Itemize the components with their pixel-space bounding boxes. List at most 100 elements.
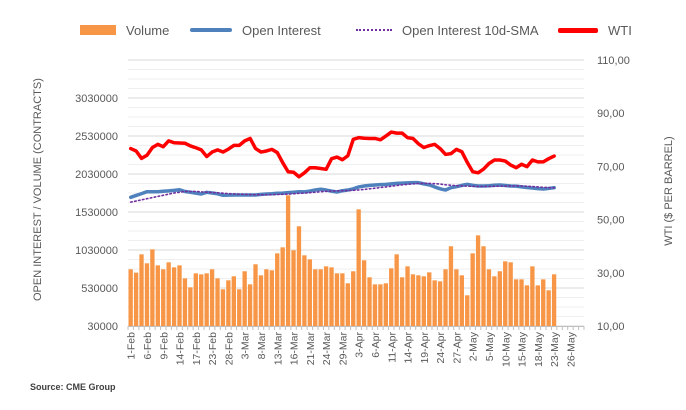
volume-bar <box>253 264 258 326</box>
x-tick-label: 3-Mar <box>240 331 252 359</box>
volume-bar <box>269 270 274 326</box>
volume-bar <box>448 246 454 326</box>
x-tick-label: 1-Feb <box>126 332 138 360</box>
volume-bar <box>139 254 144 326</box>
volume-bar <box>280 247 285 326</box>
volume-bar <box>242 271 247 326</box>
volume-bar <box>291 250 296 326</box>
volume-bar <box>275 253 280 326</box>
source-note: Source: CME Group <box>30 382 116 392</box>
volume-bar <box>307 259 312 326</box>
right-tick-label: 30,00 <box>597 268 625 280</box>
volume-bar <box>177 265 182 326</box>
left-tick-label: 2530000 <box>75 131 118 143</box>
x-tick-label: 27-Apr <box>451 331 463 363</box>
x-tick-label: 19-Apr <box>419 331 431 363</box>
volume-bar <box>215 278 220 326</box>
wti-line <box>128 130 556 179</box>
wti-swatch <box>558 27 598 33</box>
x-tick-label: 2-May <box>468 331 480 361</box>
volume-bar <box>503 261 508 326</box>
legend-open-interest: Open Interest <box>190 20 321 40</box>
x-tick-label: 18-May <box>533 331 545 367</box>
volume-bar <box>383 283 388 326</box>
legend-sma-label: Open Interest 10d-SMA <box>402 22 539 38</box>
volume-bar <box>323 266 329 326</box>
x-tick-label: 9-Feb <box>158 332 170 360</box>
volume-bar <box>188 287 193 326</box>
volume-bar <box>394 254 399 326</box>
legend-sma: Open Interest 10d-SMA <box>356 20 539 40</box>
volume-bar <box>535 285 540 326</box>
right-tick-label: 110,00 <box>597 55 630 67</box>
volume-bar <box>171 267 177 326</box>
volume-bar <box>318 269 323 326</box>
x-tick-label: 13-Mar <box>272 332 284 366</box>
volume-bar <box>372 284 378 326</box>
x-tick-label: 24-Mar <box>321 332 333 366</box>
volume-bar <box>459 275 464 326</box>
x-tick-label: 16-Mar <box>289 332 301 366</box>
volume-bar <box>454 269 459 326</box>
volume-bar <box>421 276 426 326</box>
volume-bar <box>513 279 519 326</box>
x-tick-label: 8-Mar <box>256 331 268 359</box>
volume-bar <box>345 283 350 326</box>
volume-bar <box>356 209 361 326</box>
volume-bar <box>155 265 160 326</box>
x-tick-label: 5-May <box>484 331 496 361</box>
volume-bar <box>247 284 253 326</box>
volume-bar <box>133 272 139 326</box>
volume-bar <box>546 290 551 326</box>
x-tick-label: 14-Feb <box>175 332 187 365</box>
volume-bar <box>144 263 150 326</box>
volume-bar <box>334 273 340 326</box>
volume-bar <box>351 271 356 326</box>
left-tick-label: 530000 <box>81 283 118 295</box>
legend: Volume Open Interest Open Interest 10d-S… <box>0 20 686 40</box>
volume-swatch <box>80 25 116 35</box>
volume-bar <box>285 195 291 326</box>
volume-bar <box>209 269 215 326</box>
volume-bar <box>508 262 513 326</box>
volume-bar <box>204 273 209 326</box>
volume-bar <box>199 274 204 326</box>
volume-bar <box>470 253 475 326</box>
volume-bar <box>405 266 410 326</box>
volume-bar <box>530 266 535 326</box>
x-tick-label: 6-Apr <box>370 332 382 358</box>
x-tick-label: 21-Mar <box>305 332 317 366</box>
volume-bar <box>231 276 236 326</box>
right-tick-label: 10,00 <box>597 321 625 333</box>
left-tick-label: 30000 <box>87 321 118 333</box>
volume-bar <box>399 277 405 326</box>
volume-bar <box>410 274 416 326</box>
legend-wti-label: WTI <box>608 22 632 38</box>
x-tick-label: 10-May <box>500 331 512 367</box>
volume-bar <box>437 281 443 326</box>
volume-bar <box>226 280 231 326</box>
sma-line <box>129 182 555 203</box>
volume-bar <box>220 289 226 326</box>
volume-bar <box>519 279 524 326</box>
volume-bar <box>367 277 372 326</box>
legend-open-interest-label: Open Interest <box>242 22 321 38</box>
left-tick-label: 2030000 <box>75 169 118 181</box>
volume-bar <box>258 275 264 326</box>
sma-swatch <box>356 29 392 31</box>
left-tick-label: 3030000 <box>75 93 118 105</box>
volume-bar <box>264 269 269 326</box>
volume-bar <box>166 262 171 326</box>
volume-bar <box>475 235 481 326</box>
volume-bar <box>486 269 492 326</box>
volume-bar <box>541 279 546 326</box>
volume-bar <box>182 278 188 326</box>
volume-bar <box>492 276 497 326</box>
volume-bar <box>329 267 334 326</box>
x-tick-label: 26-May <box>565 331 577 367</box>
x-tick-label: 14-Apr <box>403 331 415 363</box>
volume-bar <box>427 272 432 326</box>
right-tick-label: 90,00 <box>597 108 625 120</box>
x-tick-label: 17-Feb <box>191 332 203 365</box>
